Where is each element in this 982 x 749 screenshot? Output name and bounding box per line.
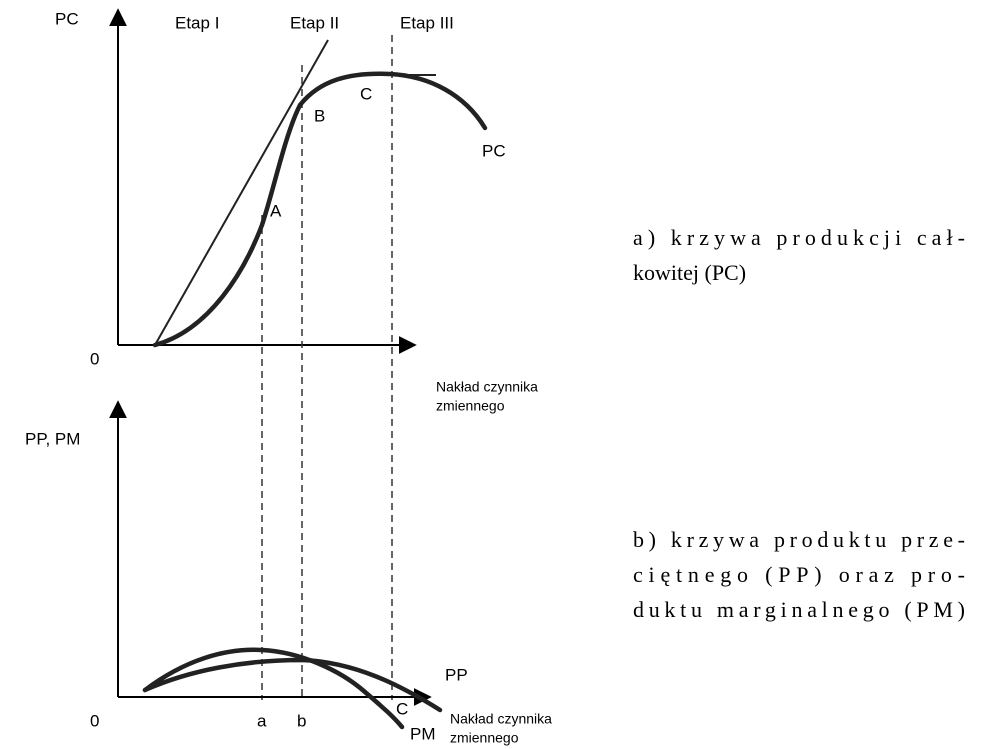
- origin-label: 0: [90, 711, 99, 730]
- pc-curve: [152, 71, 488, 348]
- x-mark-label: a: [257, 711, 267, 730]
- curve-label: PP: [445, 665, 468, 684]
- captions: a) krzywa produkcji cał- kowitej (PC) b)…: [633, 225, 965, 622]
- top-panel: PC Etap I Etap II Etap III A B C PC 0 Na…: [55, 8, 538, 700]
- y-axis-label: PP, PM: [25, 429, 80, 448]
- pm-curve: [142, 647, 405, 730]
- point-label: C: [396, 699, 408, 718]
- x-mark-label: b: [297, 711, 306, 730]
- x-axis-label: zmiennego: [450, 730, 519, 746]
- tangent-ray: [154, 39, 329, 346]
- bottom-panel: PP, PM 0 a b PP PM C Nakład czynnika zmi…: [25, 400, 552, 746]
- x-axis-label: zmiennego: [436, 398, 505, 414]
- stage-label: Etap II: [290, 13, 339, 32]
- point-label: B: [314, 106, 325, 125]
- x-axis-label: Nakład czynnika: [450, 711, 552, 727]
- caption-line: kowitej (PC): [633, 260, 746, 285]
- origin-label: 0: [90, 349, 99, 368]
- curve-label: PC: [482, 141, 506, 160]
- y-axis-label: PC: [55, 9, 79, 28]
- x-axis-label: Nakład czynnika: [436, 379, 538, 395]
- caption-line: duktu marginalnego (PM): [633, 597, 965, 622]
- caption-line: ciętnego (PP) oraz pro-: [633, 562, 965, 587]
- stage-label: Etap I: [175, 13, 219, 32]
- curve-label: PM: [410, 724, 436, 743]
- caption-line: b) krzywa produktu prze-: [633, 527, 965, 552]
- pp-curve: [142, 657, 443, 713]
- caption-line: a) krzywa produkcji cał-: [633, 225, 965, 250]
- stage-label: Etap III: [400, 13, 454, 32]
- point-label: C: [360, 84, 372, 103]
- point-label: A: [270, 201, 282, 220]
